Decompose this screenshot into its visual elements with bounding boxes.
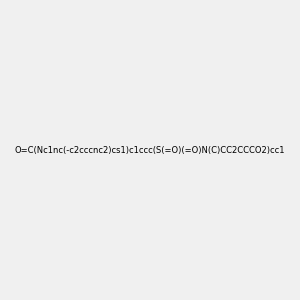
Text: O=C(Nc1nc(-c2cccnc2)cs1)c1ccc(S(=O)(=O)N(C)CC2CCCO2)cc1: O=C(Nc1nc(-c2cccnc2)cs1)c1ccc(S(=O)(=O)N… <box>15 146 285 154</box>
